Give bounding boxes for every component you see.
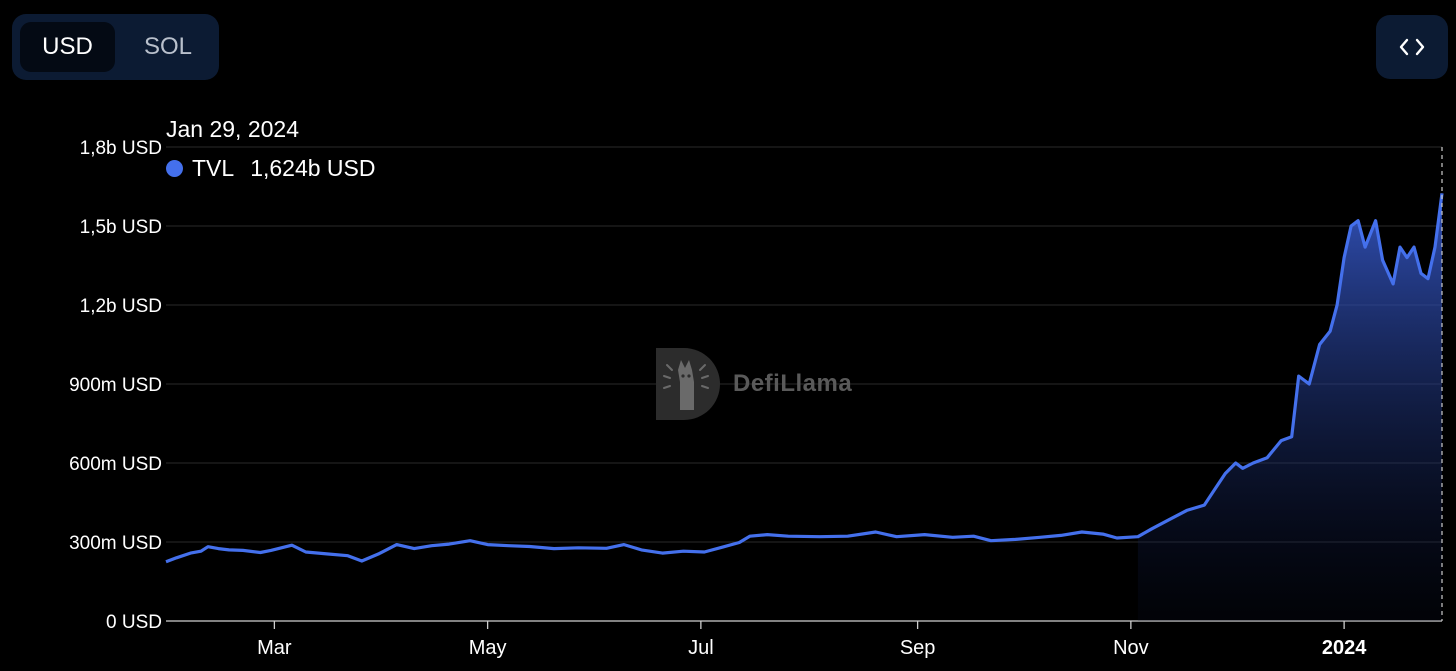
tvl-series-line xyxy=(165,193,1444,564)
tooltip-row: TVL 1,624b USD xyxy=(166,155,376,182)
y-tick-label: 900m USD xyxy=(69,375,162,396)
y-tick-label: 0 USD xyxy=(106,612,162,633)
defillama-watermark: DefiLlama xyxy=(656,348,876,420)
x-tick-label: 2024 xyxy=(1322,637,1367,659)
x-axis: Mar May Jul Sep Nov 2024 xyxy=(166,620,1442,659)
watermark-text: DefiLlama xyxy=(733,370,853,397)
embed-code-button[interactable] xyxy=(1376,15,1448,79)
tooltip-date: Jan 29, 2024 xyxy=(166,116,300,142)
x-tick-label: Mar xyxy=(257,637,292,659)
x-tick-label: Sep xyxy=(900,637,936,659)
series-dot-icon xyxy=(166,160,183,177)
y-tick-label: 1,8b USD xyxy=(80,138,162,159)
currency-toggle: USD SOL xyxy=(12,14,219,80)
llama-logo-icon xyxy=(656,348,720,420)
x-tick-label: Nov xyxy=(1113,637,1149,659)
y-tick-label: 1,2b USD xyxy=(80,296,162,317)
y-axis-labels: 0 USD 300m USD 600m USD 900m USD 1,2b USD 1,5… xyxy=(69,138,162,633)
y-tick-label: 1,5b USD xyxy=(80,217,162,238)
tooltip-value: 1,624b USD xyxy=(250,155,376,181)
usd-option[interactable]: USD xyxy=(20,22,115,72)
chart-grid xyxy=(166,146,1442,543)
code-icon xyxy=(1399,38,1425,56)
sol-option[interactable]: SOL xyxy=(143,33,193,60)
y-tick-label: 300m USD xyxy=(69,533,162,554)
tooltip-series-name: TVL xyxy=(192,155,235,181)
x-tick-label: Jul xyxy=(688,637,714,659)
x-tick-label: May xyxy=(469,637,507,659)
y-tick-label: 600m USD xyxy=(69,454,162,475)
tvl-area-fill xyxy=(1137,193,1442,622)
